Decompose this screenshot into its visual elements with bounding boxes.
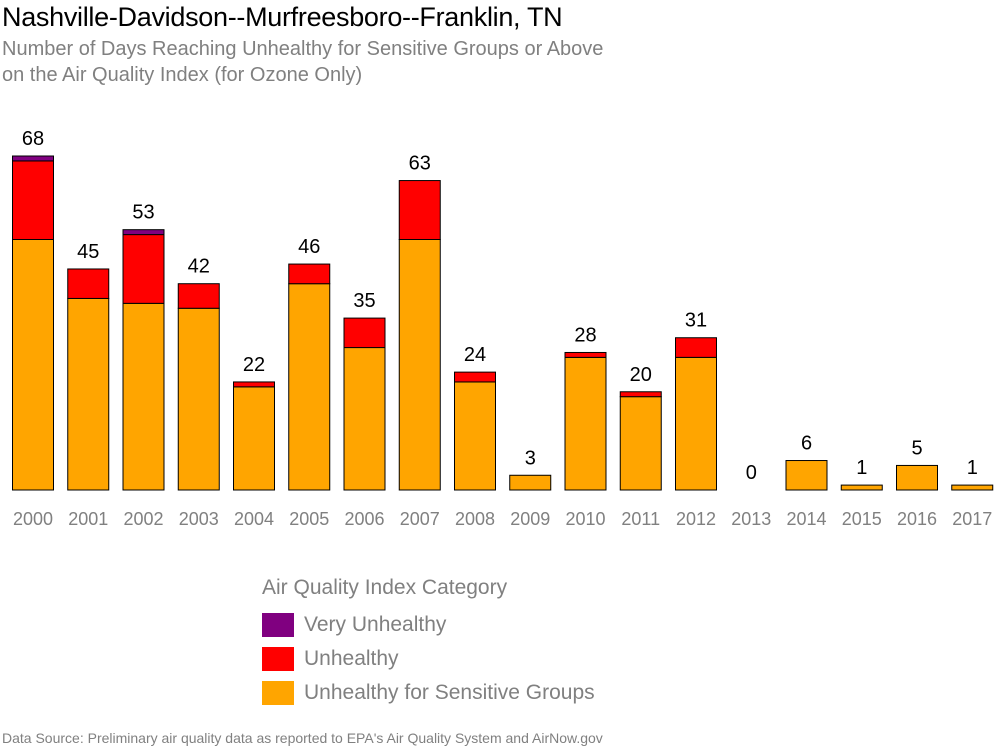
bar-unhealthy-2006	[343, 317, 386, 349]
x-tick-label-2007: 2007	[400, 509, 440, 529]
legend-swatch-unhealthy	[262, 647, 294, 671]
bar-unhealthy-for-sensitive-groups-2007	[398, 239, 441, 491]
chart-subtitle-line-2: on the Air Quality Index (for Ozone Only…	[2, 64, 363, 86]
chart-title: Nashville-Davidson--Murfreesboro--Frankl…	[2, 2, 563, 32]
bar-unhealthy-2011	[619, 391, 662, 398]
legend-label-very-unhealthy: Very Unhealthy	[304, 613, 447, 636]
bar-unhealthy-for-sensitive-groups-2017	[951, 484, 994, 491]
x-tick-label-2011: 2011	[621, 509, 660, 529]
bar-unhealthy-2012	[675, 337, 717, 358]
bar-unhealthy-for-sensitive-groups-2012	[675, 356, 717, 491]
legend: Air Quality Index Category Very Unhealth…	[262, 576, 595, 710]
bar-unhealthy-2005	[288, 263, 331, 285]
bar-unhealthy-for-sensitive-groups-2004	[233, 386, 275, 491]
bar-unhealthy-2007	[398, 180, 441, 240]
value-label-2009: 3	[525, 447, 536, 469]
x-tick-label-2016: 2016	[897, 509, 937, 529]
x-tick-label-2015: 2015	[842, 509, 882, 529]
bar-unhealthy-for-sensitive-groups-2009	[509, 474, 552, 491]
bar-unhealthy-for-sensitive-groups-2010	[564, 356, 607, 491]
bar-unhealthy-2004	[233, 381, 275, 388]
data-source-note: Data Source: Preliminary air quality dat…	[2, 730, 603, 746]
x-tick-label-2017: 2017	[952, 509, 992, 529]
bar-unhealthy-for-sensitive-groups-2000	[12, 239, 54, 491]
x-tick-label-2000: 2000	[13, 509, 53, 529]
x-tick-label-2005: 2005	[289, 509, 329, 529]
value-label-2012: 31	[685, 310, 707, 332]
value-label-2000: 68	[22, 128, 44, 150]
bar-unhealthy-for-sensitive-groups-2005	[288, 283, 331, 491]
bar-very-unhealthy-2002	[122, 229, 165, 236]
value-label-2016: 5	[911, 437, 922, 459]
value-label-2008: 24	[464, 344, 486, 366]
legend-item-unhealthy-for-sensitive-groups: Unhealthy for Sensitive Groups	[262, 676, 595, 710]
x-tick-label-2013: 2013	[731, 509, 771, 529]
value-label-2015: 1	[856, 457, 867, 479]
value-label-2017: 1	[967, 457, 978, 479]
x-tick-label-2004: 2004	[234, 509, 274, 529]
bar-unhealthy-for-sensitive-groups-2014	[785, 460, 828, 491]
x-tick-label-2008: 2008	[455, 509, 495, 529]
legend-label-unhealthy: Unhealthy	[304, 647, 399, 670]
legend-swatch-unhealthy-for-sensitive-groups	[262, 681, 294, 705]
x-tick-label-2012: 2012	[676, 509, 716, 529]
value-label-2011: 20	[630, 364, 652, 386]
bar-unhealthy-for-sensitive-groups-2002	[122, 302, 165, 491]
bar-unhealthy-for-sensitive-groups-2001	[67, 297, 110, 491]
legend-label-unhealthy-for-sensitive-groups: Unhealthy for Sensitive Groups	[304, 681, 595, 704]
value-label-2002: 53	[132, 202, 154, 224]
chart-subtitle-line-1: Number of Days Reaching Unhealthy for Se…	[2, 38, 604, 60]
bar-unhealthy-for-sensitive-groups-2011	[619, 396, 662, 491]
x-tick-label-2001: 2001	[68, 509, 108, 529]
bar-very-unhealthy-2000	[12, 155, 54, 162]
x-tick-label-2006: 2006	[344, 509, 384, 529]
x-tick-label-2002: 2002	[123, 509, 163, 529]
bar-unhealthy-2010	[564, 351, 607, 358]
bar-unhealthy-2002	[122, 234, 165, 304]
value-label-2006: 35	[353, 290, 375, 312]
bar-unhealthy-for-sensitive-groups-2008	[454, 381, 496, 491]
value-label-2013: 0	[746, 462, 757, 484]
legend-item-very-unhealthy: Very Unhealthy	[262, 608, 595, 642]
value-label-2003: 42	[188, 256, 210, 278]
bar-unhealthy-for-sensitive-groups-2006	[343, 347, 386, 491]
legend-item-unhealthy: Unhealthy	[262, 642, 595, 676]
bar-unhealthy-2003	[177, 283, 220, 309]
value-label-2007: 63	[409, 153, 431, 175]
legend-swatch-very-unhealthy	[262, 613, 294, 637]
chart-subtitle: Number of Days Reaching Unhealthy for Se…	[2, 36, 603, 88]
bar-unhealthy-for-sensitive-groups-2015	[840, 484, 883, 491]
x-tick-label-2009: 2009	[510, 509, 550, 529]
bar-unhealthy-for-sensitive-groups-2016	[896, 464, 938, 491]
x-tick-label-2010: 2010	[565, 509, 605, 529]
value-label-2004: 22	[243, 354, 265, 376]
bar-unhealthy-for-sensitive-groups-2003	[177, 307, 220, 491]
x-tick-label-2014: 2014	[786, 509, 826, 529]
legend-title: Air Quality Index Category	[262, 576, 508, 599]
value-label-2014: 6	[801, 433, 812, 455]
value-label-2001: 45	[77, 241, 99, 263]
bar-unhealthy-2001	[67, 268, 110, 299]
bar-unhealthy-2000	[12, 160, 54, 240]
bar-chart: 6820004520015320024220032220044620053520…	[12, 128, 994, 529]
value-label-2010: 28	[574, 324, 596, 346]
bar-unhealthy-2008	[454, 371, 496, 383]
value-label-2005: 46	[298, 236, 320, 258]
x-tick-label-2003: 2003	[179, 509, 219, 529]
